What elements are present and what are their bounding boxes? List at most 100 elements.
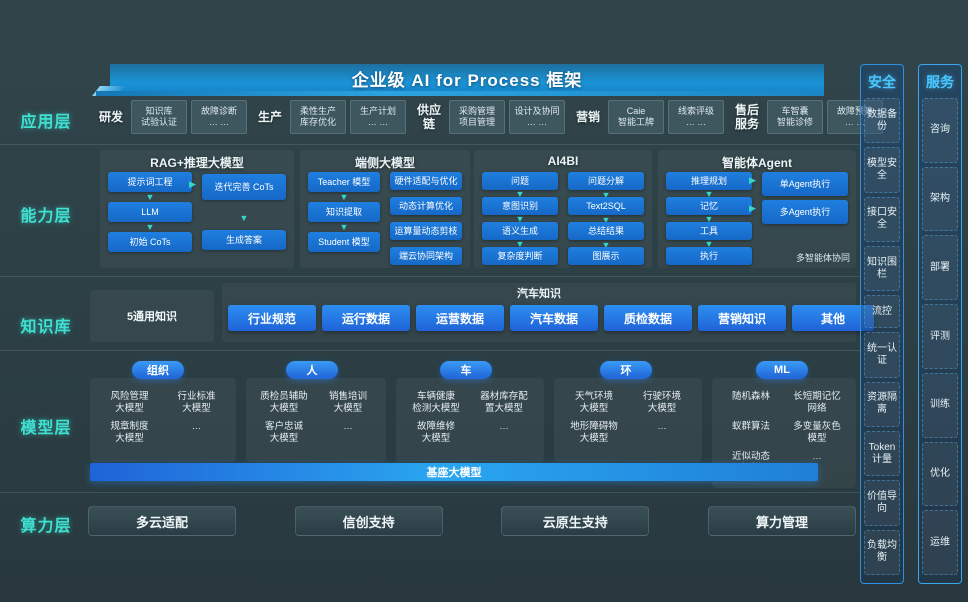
capability-node[interactable]: 硬件适配与优化 <box>390 172 462 190</box>
model-item[interactable]: 规章制度 大模型 <box>96 418 163 448</box>
application-cell[interactable]: 车智囊 智能诊修 <box>767 100 823 134</box>
application-group-label: 营销 <box>575 110 600 124</box>
model-item[interactable]: 行驶环境 大模型 <box>628 388 696 418</box>
model-group-tag[interactable]: 人 <box>286 361 338 379</box>
capability-node[interactable]: 意图识别 <box>482 197 558 215</box>
capability-panel: RAG+推理大模型 提示词工程 ▼ LLM ▼ 初始 CoTs 迭代完善 CoTs ▼ 生成答案… <box>100 150 294 268</box>
capability-node[interactable]: 图展示 <box>568 247 644 265</box>
application-cell[interactable]: 故障诊断… … <box>191 100 247 134</box>
capability-node[interactable]: 语义生成 <box>482 222 558 240</box>
model-item[interactable]: 蚁群算法 <box>718 418 784 448</box>
capability-node[interactable]: 动态计算优化 <box>390 197 462 215</box>
capability-node[interactable]: LLM <box>108 202 192 222</box>
compute-item[interactable]: 云原生支持 <box>501 506 650 536</box>
application-cell[interactable]: 线索评级… … <box>668 100 724 134</box>
capability-node[interactable]: 提示词工程 <box>108 172 192 192</box>
capability-node[interactable]: 执行 <box>666 247 752 265</box>
security-item[interactable]: 价值导向 <box>864 480 900 526</box>
application-cell[interactable]: 设计及协同… … <box>509 100 565 134</box>
model-item-line: 车辆健康 <box>416 391 455 402</box>
model-item[interactable]: 地形障碍物 大模型 <box>560 418 628 448</box>
model-group: 车辆健康 检测大模型 器材库存配 置大模型 故障维修 大模型… <box>396 378 544 462</box>
application-cell[interactable]: 柔性生产 库存优化 <box>290 100 346 134</box>
model-item-line: 销售培训 <box>328 391 367 402</box>
security-item[interactable]: 资源隔离 <box>864 381 900 428</box>
application-cell[interactable]: 故障预算… … <box>827 100 883 134</box>
model-group-tag[interactable]: 车 <box>440 361 492 379</box>
capability-node[interactable]: 问题 <box>482 172 558 190</box>
capability-node[interactable]: Text2SQL <box>568 197 644 215</box>
service-item[interactable]: 运维 <box>922 510 958 576</box>
capability-node[interactable]: 记忆 <box>666 197 752 215</box>
security-item[interactable]: 知识围栏 <box>864 245 900 292</box>
model-item[interactable]: … <box>784 448 850 478</box>
knowledge-pill[interactable]: 运营数据 <box>416 305 504 331</box>
knowledge-pill[interactable]: 运行数据 <box>322 305 410 331</box>
model-item[interactable]: … <box>470 418 538 448</box>
security-item[interactable]: Token计量 <box>864 431 900 477</box>
capability-node[interactable]: 迭代完善 CoTs <box>202 174 286 200</box>
knowledge-pill[interactable]: 质检数据 <box>604 305 692 331</box>
knowledge-pill[interactable]: 汽车数据 <box>510 305 598 331</box>
model-item[interactable]: 故障维修 大模型 <box>402 418 470 448</box>
service-item[interactable]: 咨询 <box>922 98 958 163</box>
model-item[interactable]: 客户忠诚 大模型 <box>252 418 316 448</box>
service-item[interactable]: 评测 <box>922 304 958 369</box>
application-cell-line: … … <box>367 117 389 127</box>
capability-node[interactable]: 端云协同架构 <box>390 247 462 265</box>
service-column: 服务 咨询 架构 部署 评测 训练 优化 运维 <box>918 64 962 584</box>
capability-node[interactable]: 运算量动态剪枝 <box>390 222 462 240</box>
capability-node[interactable]: 推理规划 <box>666 172 752 190</box>
model-item[interactable]: 行业标准 大模型 <box>163 388 230 418</box>
model-item[interactable]: 多变量灰色 模型 <box>784 418 850 448</box>
security-item[interactable]: 模型安全 <box>864 147 900 193</box>
service-item[interactable]: 优化 <box>922 441 958 507</box>
model-item[interactable]: 车辆健康 检测大模型 <box>402 388 470 418</box>
model-group-tag[interactable]: ML <box>756 361 808 379</box>
model-item[interactable]: … <box>628 418 696 448</box>
capability-node[interactable]: 复杂度判断 <box>482 247 558 265</box>
model-group-tag[interactable]: 组织 <box>132 361 184 379</box>
model-group-tag[interactable]: 环 <box>600 361 652 379</box>
flow-arrow-right-icon: ▶ <box>189 179 196 189</box>
model-item[interactable]: 天气环境 大模型 <box>560 388 628 418</box>
capability-node[interactable]: 单Agent执行 <box>762 172 848 196</box>
application-cell[interactable]: 生产计划… … <box>350 100 406 134</box>
security-item[interactable]: 统一认证 <box>864 332 900 378</box>
security-item[interactable]: 负载均衡 <box>864 529 900 575</box>
application-cell[interactable]: 知识库 试验认证 <box>131 100 187 134</box>
service-item[interactable]: 架构 <box>922 166 958 232</box>
security-item[interactable]: 接口安全 <box>864 196 900 242</box>
capability-node[interactable]: 生成答案 <box>202 230 286 250</box>
capability-node[interactable]: 多Agent执行 <box>762 200 848 224</box>
security-item[interactable]: 数据备份 <box>864 98 900 144</box>
capability-panel-title: RAG+推理大模型 <box>150 156 244 170</box>
knowledge-pill[interactable]: 行业规范 <box>228 305 316 331</box>
model-item[interactable]: 销售培训 大模型 <box>316 388 380 418</box>
knowledge-general-box[interactable]: 5通用知识 <box>90 290 214 342</box>
security-item[interactable]: 流控 <box>864 295 900 329</box>
model-item[interactable]: … <box>163 418 230 448</box>
capability-node[interactable]: Teacher 模型 <box>308 172 380 192</box>
page-title: 企业级 AI for Process 框架 <box>351 70 583 90</box>
model-item[interactable]: 长短期记忆 网络 <box>784 388 850 418</box>
knowledge-pill[interactable]: 营销知识 <box>698 305 786 331</box>
compute-item[interactable]: 信创支持 <box>294 506 443 536</box>
capability-node[interactable]: 工具 <box>666 222 752 240</box>
compute-item[interactable]: 多云适配 <box>88 506 236 536</box>
capability-node[interactable]: 知识提取 <box>308 202 380 222</box>
application-cell[interactable]: Caie 智能工牌 <box>608 100 664 134</box>
model-item[interactable]: … <box>316 418 380 448</box>
model-item[interactable]: 风险管理 大模型 <box>96 388 163 418</box>
application-cell[interactable]: 采购管理 项目管理 <box>449 100 505 134</box>
capability-node[interactable]: 问题分解 <box>568 172 644 190</box>
service-item[interactable]: 部署 <box>922 235 958 301</box>
capability-node[interactable]: Student 模型 <box>308 232 380 252</box>
model-item[interactable]: 质检员辅助 大模型 <box>252 388 316 418</box>
model-item[interactable]: 器材库存配 置大模型 <box>470 388 538 418</box>
model-item[interactable]: 随机森林 <box>718 388 784 418</box>
capability-node[interactable]: 初始 CoTs <box>108 232 192 252</box>
service-item[interactable]: 训练 <box>922 372 958 438</box>
compute-item[interactable]: 算力管理 <box>707 506 856 536</box>
capability-node[interactable]: 总结结果 <box>568 222 644 240</box>
